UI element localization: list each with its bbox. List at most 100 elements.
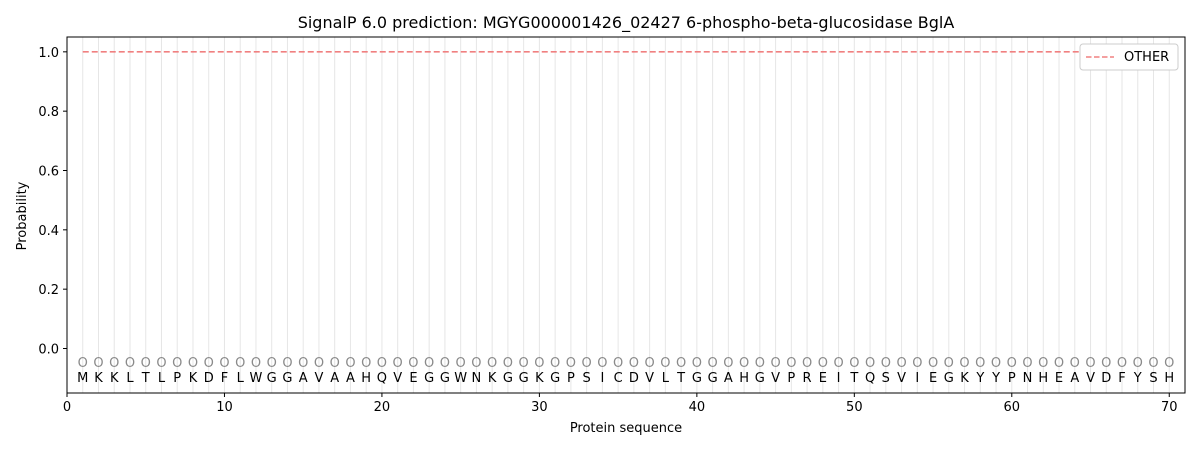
region-label-marker: O bbox=[503, 356, 513, 371]
sequence-residue-label: G bbox=[440, 371, 450, 386]
sequence-residue-label: W bbox=[454, 371, 467, 386]
sequence-residue-label: D bbox=[204, 371, 214, 386]
region-label-marker: O bbox=[282, 356, 292, 371]
region-label-marker: O bbox=[991, 356, 1001, 371]
sequence-residue-label: Q bbox=[865, 371, 875, 386]
region-label-marker: O bbox=[440, 356, 450, 371]
region-label-marker: O bbox=[786, 356, 796, 371]
legend: OTHER bbox=[1079, 43, 1179, 71]
plot-frame bbox=[66, 36, 1186, 394]
y-ticks: 0.0 0.2 0.4 0.6 0.8 1.0 bbox=[38, 46, 67, 358]
region-label-marker: O bbox=[1022, 356, 1032, 371]
region-label-marker: O bbox=[172, 356, 182, 371]
sequence-residue-label: G bbox=[708, 371, 718, 386]
region-label-marker: O bbox=[1070, 356, 1080, 371]
region-label-marker: O bbox=[219, 356, 229, 371]
sequence-residue-label: H bbox=[1164, 371, 1174, 386]
region-label-marker: O bbox=[802, 356, 812, 371]
sequence-residue-label: F bbox=[1118, 371, 1125, 386]
region-label-marker: O bbox=[692, 356, 702, 371]
sequence-residue-label: R bbox=[803, 371, 812, 386]
region-label-marker: O bbox=[818, 356, 828, 371]
sequence-residue-label: G bbox=[755, 371, 765, 386]
sequence-residue-label: E bbox=[819, 371, 827, 386]
sequence-residue-label: L bbox=[237, 371, 245, 386]
sequence-residue-label: S bbox=[1149, 371, 1157, 386]
region-label-marker: O bbox=[361, 356, 371, 371]
sequence-residue-label: A bbox=[1070, 371, 1079, 386]
sequence-residue-label: V bbox=[645, 371, 654, 386]
region-label-marker: O bbox=[582, 356, 592, 371]
sequence-residue-label: C bbox=[614, 371, 623, 386]
region-label-marker: O bbox=[849, 356, 859, 371]
region-label-marker: O bbox=[93, 356, 103, 371]
region-label-marker: O bbox=[267, 356, 277, 371]
region-label-marker: O bbox=[519, 356, 529, 371]
region-label-marker: O bbox=[629, 356, 639, 371]
sequence-residue-label: A bbox=[299, 371, 308, 386]
x-tick-label: 50 bbox=[846, 400, 863, 415]
region-label-marker: O bbox=[1117, 356, 1127, 371]
x-tick-label: 0 bbox=[63, 400, 71, 415]
region-label-marker: O bbox=[109, 356, 119, 371]
sequence-residue-label: V bbox=[897, 371, 906, 386]
sequence-residue-label: T bbox=[676, 371, 685, 386]
sequence-residue-label: P bbox=[173, 371, 181, 386]
region-label-marker: O bbox=[487, 356, 497, 371]
region-label-marker: O bbox=[534, 356, 544, 371]
y-tick-label: 0.0 bbox=[38, 343, 59, 358]
sequence-residue-label: G bbox=[550, 371, 560, 386]
sequence-residue-label: L bbox=[662, 371, 670, 386]
sequence-residue-label: N bbox=[472, 371, 482, 386]
sequence-residue-label: I bbox=[915, 371, 919, 386]
region-label-marker: O bbox=[251, 356, 261, 371]
region-label-marker: O bbox=[676, 356, 686, 371]
region-label-marker: O bbox=[345, 356, 355, 371]
region-label-marker: O bbox=[597, 356, 607, 371]
sequence-residue-label: E bbox=[1055, 371, 1063, 386]
x-ticks: 0 10 20 30 40 50 60 70 bbox=[63, 393, 1178, 415]
sequence-residue-label: L bbox=[126, 371, 134, 386]
region-label-marker: O bbox=[314, 356, 324, 371]
region-label-marker: O bbox=[944, 356, 954, 371]
region-label-marker: O bbox=[755, 356, 765, 371]
chart-title: SignalP 6.0 prediction: MGYG000001426_02… bbox=[298, 13, 955, 33]
sequence-residue-label: G bbox=[692, 371, 702, 386]
sequence-residue-label: K bbox=[960, 371, 969, 386]
region-label-marker: O bbox=[550, 356, 560, 371]
sequence-residue-label: W bbox=[250, 371, 263, 386]
region-label-marker: O bbox=[1007, 356, 1017, 371]
region-label-marker: O bbox=[723, 356, 733, 371]
sequence-residue-label: Y bbox=[991, 371, 1000, 386]
sequence-residue-label: Y bbox=[975, 371, 984, 386]
sequence-residue-label: H bbox=[1038, 371, 1048, 386]
sequence-residue-label: V bbox=[393, 371, 402, 386]
x-tick-label: 40 bbox=[689, 400, 706, 415]
region-label-marker: O bbox=[660, 356, 670, 371]
sequence-residue-label: K bbox=[488, 371, 497, 386]
sequence-residue-label: A bbox=[346, 371, 355, 386]
region-label-marker: O bbox=[78, 356, 88, 371]
sequence-residue-label: S bbox=[882, 371, 890, 386]
region-label-marker: O bbox=[188, 356, 198, 371]
region-label-marker: O bbox=[204, 356, 214, 371]
region-label-marker: O bbox=[1164, 356, 1174, 371]
region-label-marker: O bbox=[156, 356, 166, 371]
region-label-marker: O bbox=[1101, 356, 1111, 371]
region-label-marker: O bbox=[377, 356, 387, 371]
y-tick-label: 0.6 bbox=[38, 165, 59, 180]
region-label-marker: O bbox=[613, 356, 623, 371]
legend-box bbox=[1079, 43, 1179, 71]
sequence-residue-label: I bbox=[600, 371, 604, 386]
region-label-marker: O bbox=[739, 356, 749, 371]
y-axis-label: Probability bbox=[15, 181, 30, 250]
region-label-marker: O bbox=[707, 356, 717, 371]
sequence-residue-label: P bbox=[1008, 371, 1016, 386]
sequence-residue-label: T bbox=[849, 371, 858, 386]
sequence-residue-label: Q bbox=[377, 371, 387, 386]
sequence-residue-label: V bbox=[771, 371, 780, 386]
